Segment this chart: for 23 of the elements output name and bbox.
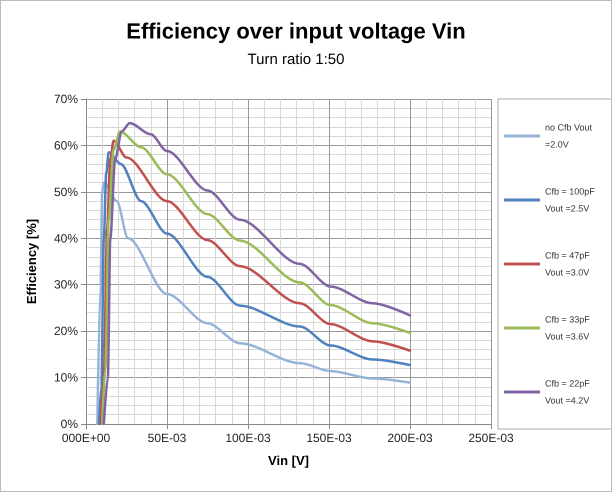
chart-subtitle: Turn ratio 1:50 [248,51,344,68]
y-axis-title: Efficiency [%] [24,218,39,304]
x-tick-label: 000E+00 [62,431,111,445]
legend-label: Cfb = 47pF Vout =3.0V [545,250,592,278]
x-tick-label: 100E-03 [225,431,272,445]
y-tick-label: 10% [54,370,78,385]
y-tick-label: 50% [54,184,78,199]
legend-label: no Cfb Vout =2.0V [545,122,595,150]
x-tick-label: 50E-03 [148,431,187,445]
x-tick-label: 250E-03 [468,431,514,445]
y-tick-label: 0% [60,417,78,431]
legend-label: Cfb = 33pF Vout =3.6V [545,314,592,342]
y-tick-label: 20% [54,324,78,338]
x-tick-label: 200E-03 [387,431,434,445]
legend-label: Cfb = 100pF Vout =2.5V [545,186,598,214]
legend-label: Cfb = 22pF Vout =4.2V [545,378,592,406]
y-tick-label: 60% [54,138,78,152]
chart-title: Efficiency over input voltage Vin [126,18,466,44]
y-tick-label: 40% [54,231,78,246]
y-tick-label: 30% [54,278,78,292]
x-axis-title: Vin [V] [268,453,309,468]
x-tick-label: 150E-03 [306,431,352,445]
y-tick-label: 70% [54,92,78,106]
